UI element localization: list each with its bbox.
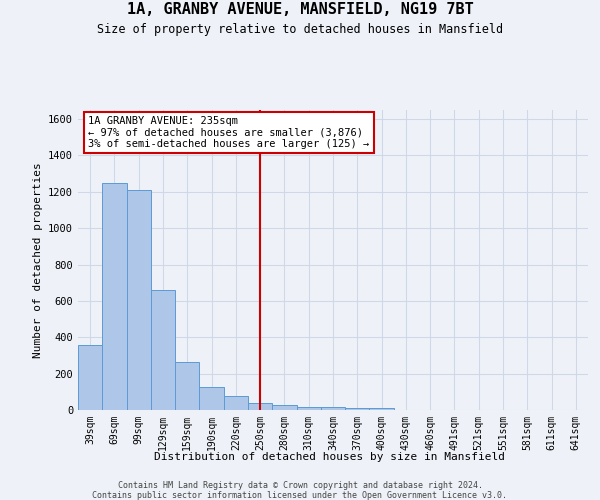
Bar bbox=[78, 344, 102, 410]
Bar bbox=[248, 404, 272, 410]
Text: 1A, GRANBY AVENUE, MANSFIELD, NG19 7BT: 1A, GRANBY AVENUE, MANSFIELD, NG19 7BT bbox=[127, 2, 473, 18]
Bar bbox=[151, 290, 175, 410]
Bar bbox=[224, 396, 248, 410]
Text: Size of property relative to detached houses in Mansfield: Size of property relative to detached ho… bbox=[97, 22, 503, 36]
Bar bbox=[199, 388, 224, 410]
Text: Distribution of detached houses by size in Mansfield: Distribution of detached houses by size … bbox=[155, 452, 505, 462]
Bar bbox=[102, 182, 127, 410]
Bar bbox=[127, 190, 151, 410]
Bar bbox=[296, 406, 321, 410]
Text: Contains HM Land Registry data © Crown copyright and database right 2024.
Contai: Contains HM Land Registry data © Crown c… bbox=[92, 480, 508, 500]
Bar bbox=[345, 408, 370, 410]
Bar bbox=[321, 408, 345, 410]
Bar bbox=[370, 408, 394, 410]
Bar bbox=[272, 406, 296, 410]
Bar bbox=[175, 362, 199, 410]
Y-axis label: Number of detached properties: Number of detached properties bbox=[32, 162, 43, 358]
Text: 1A GRANBY AVENUE: 235sqm
← 97% of detached houses are smaller (3,876)
3% of semi: 1A GRANBY AVENUE: 235sqm ← 97% of detach… bbox=[88, 116, 370, 149]
